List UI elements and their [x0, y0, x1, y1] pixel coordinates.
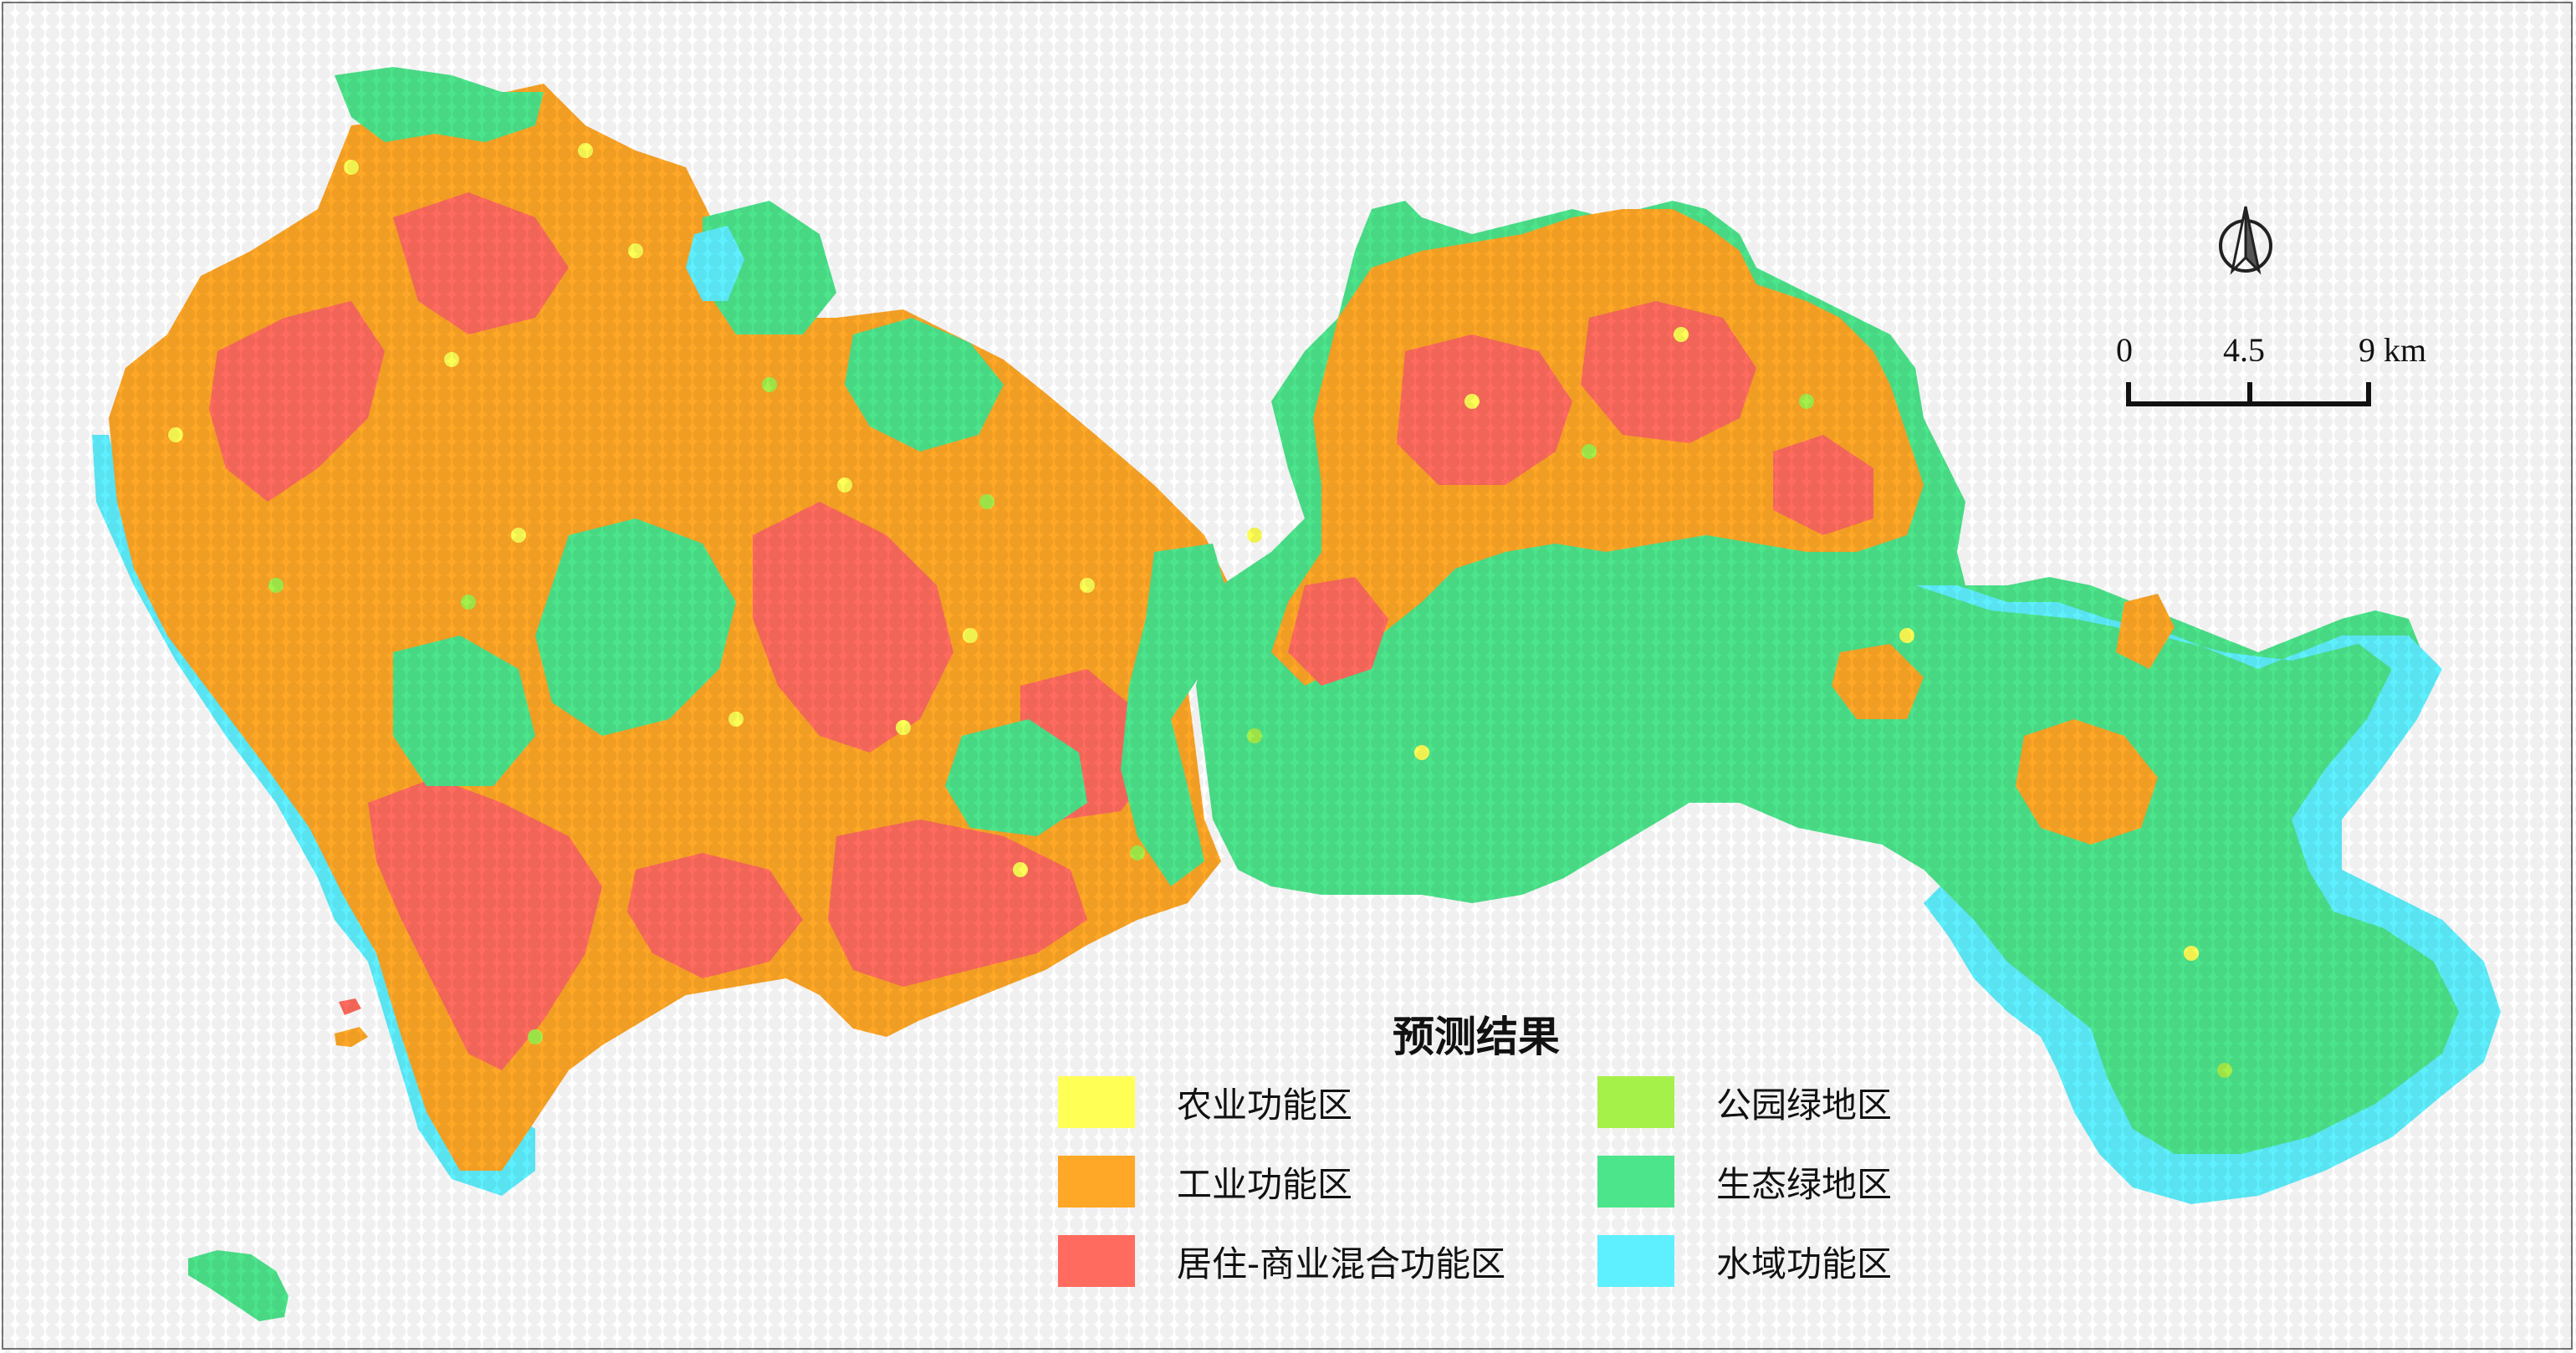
- legend-swatch-ecological: [1597, 1156, 1674, 1207]
- scale-bar-line: [2126, 382, 2371, 406]
- legend-item-residential-commercial: 居住-商业混合功能区: [1058, 1235, 1506, 1287]
- legend-swatch-agricultural: [1058, 1076, 1135, 1128]
- legend-label-agricultural: 农业功能区: [1177, 1084, 1353, 1126]
- legend-swatch-industrial: [1058, 1156, 1135, 1207]
- legend-item-water: 水域功能区: [1597, 1235, 1893, 1287]
- scale-tick-1: 4.5: [2223, 331, 2265, 369]
- legend-label-water: 水域功能区: [1716, 1243, 1893, 1284]
- legend-item-industrial: 工业功能区: [1058, 1156, 1352, 1207]
- legend-label-industrial: 工业功能区: [1177, 1163, 1353, 1205]
- north-arrow-icon: [2219, 206, 2272, 275]
- legend-item-ecological: 生态绿地区: [1597, 1156, 1892, 1207]
- legend-swatch-residential-commercial: [1058, 1235, 1135, 1287]
- legend-title: 预测结果: [1393, 1012, 1560, 1061]
- legend-label-ecological: 生态绿地区: [1716, 1163, 1893, 1205]
- legend-swatch-water: [1597, 1235, 1674, 1287]
- legend-label-park: 公园绿地区: [1716, 1084, 1893, 1126]
- scale-tick-2: 9 km: [2359, 331, 2427, 369]
- legend-item-park: 公园绿地区: [1597, 1076, 1893, 1128]
- scale-bar: 0 4.5 9 km: [2116, 330, 2484, 414]
- legend-item-agricultural: 农业功能区: [1058, 1076, 1353, 1128]
- scale-tick-0: 0: [2116, 331, 2133, 369]
- legend-label-residential-commercial: 居住-商业混合功能区: [1177, 1243, 1506, 1284]
- legend-swatch-park: [1597, 1076, 1674, 1128]
